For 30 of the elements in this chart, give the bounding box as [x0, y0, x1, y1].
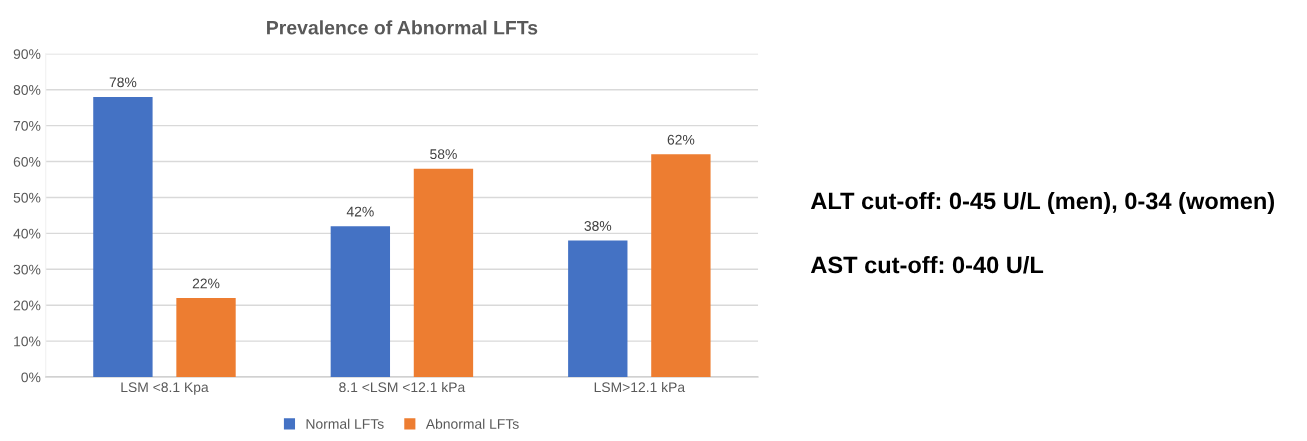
bar [330, 226, 391, 378]
y-tick-label: 80% [13, 85, 41, 95]
data-label: 58% [430, 149, 457, 160]
x-tick-label: LSM <8.1 Kpa [121, 382, 209, 395]
bar [176, 298, 236, 378]
x-tick-label: LSM>12.1 kPa [594, 381, 686, 393]
bar [413, 168, 474, 378]
y-tick-label: 60% [13, 156, 41, 167]
text: AST cut-off: 0-40 U/L [810, 256, 1044, 274]
y-tick-label: 30% [13, 264, 41, 275]
y-tick-label: 90% [13, 49, 41, 59]
y-tick-label: 70% [13, 120, 41, 131]
data-label: 62% [667, 134, 695, 145]
data-label: 42% [346, 206, 374, 217]
legend-label: Abnormal LFTs [425, 418, 519, 429]
y-tick-label: 20% [13, 300, 41, 311]
legend-label: Normal LFTs [306, 418, 384, 429]
bar [93, 96, 153, 378]
data-label: 22% [192, 278, 220, 289]
x-tick-label: 8.1 <LSM <12.1 kPa [339, 381, 466, 393]
chart-title: Prevalence of Abnormal LFTs [267, 20, 538, 35]
y-tick-label: 50% [13, 192, 41, 203]
y-tick-label: 10% [14, 336, 41, 347]
data-label: 38% [584, 221, 612, 231]
y-tick-label: 0% [21, 372, 41, 383]
bar [568, 240, 628, 378]
text: ALT cut-off: 0-45 U/L (men), 0-34 (women) [810, 192, 1274, 214]
y-tick-label: 40% [13, 228, 41, 239]
bar [651, 154, 711, 378]
data-label: 78% [109, 77, 137, 88]
